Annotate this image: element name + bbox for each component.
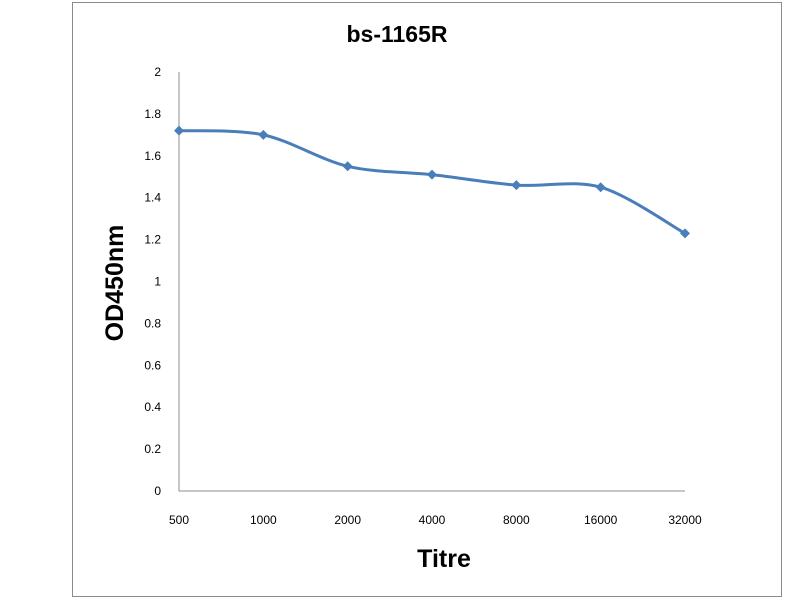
x-tick-label: 16000 <box>584 513 618 527</box>
x-tick-label: 32000 <box>668 513 702 527</box>
data-point-16000 <box>595 182 606 193</box>
data-point-8000 <box>511 180 522 191</box>
data-point-1000 <box>258 129 269 140</box>
data-point-32000 <box>680 228 690 239</box>
x-tick-label: 8000 <box>503 513 530 527</box>
x-axis-title: Titre <box>417 545 471 573</box>
y-tick-label: 1.4 <box>144 191 161 205</box>
y-tick-label: 0.8 <box>144 316 161 330</box>
y-tick-label: 1.6 <box>144 149 161 163</box>
y-tick-label: 1 <box>154 275 161 289</box>
y-axis-title: OD450nm <box>101 225 129 342</box>
x-tick-label: 2000 <box>334 513 361 527</box>
x-tick-label: 1000 <box>250 513 277 527</box>
y-tick-label: 0 <box>154 484 161 498</box>
y-tick-labels: 0 0.2 0.4 0.6 0.8 1 1.2 1.4 1.6 1.8 2 <box>144 65 161 498</box>
y-tick-label: 1.8 <box>144 107 161 121</box>
chart-frame <box>72 2 782 597</box>
chart-title: bs-1165R <box>346 21 447 47</box>
x-tick-label: 4000 <box>419 513 446 527</box>
y-tick-label: 1.2 <box>144 233 161 247</box>
y-tick-label: 2 <box>154 65 161 79</box>
data-markers <box>174 125 690 239</box>
data-point-4000 <box>427 169 437 180</box>
x-tick-label: 500 <box>169 513 189 527</box>
data-point-2000 <box>342 161 353 172</box>
y-tick-label: 0.2 <box>144 442 161 456</box>
y-tick-label: 0.4 <box>144 400 161 414</box>
y-tick-label: 0.6 <box>144 358 161 372</box>
series-line <box>178 129 686 235</box>
data-point-500 <box>174 125 184 136</box>
x-tick-labels: 500 1000 2000 4000 8000 16000 32000 <box>169 513 702 527</box>
